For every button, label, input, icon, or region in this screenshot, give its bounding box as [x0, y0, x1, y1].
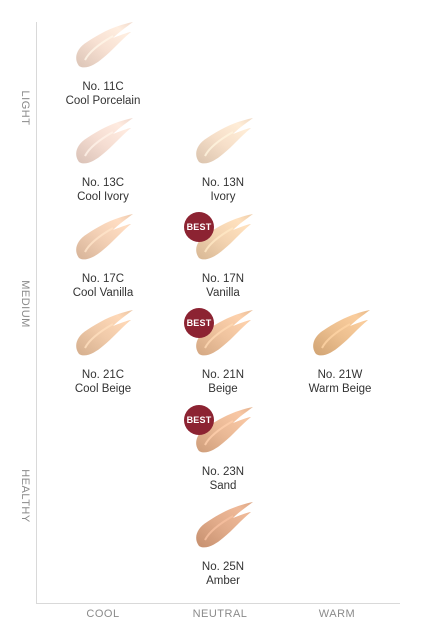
shade-code: No. 21N: [201, 369, 245, 381]
column-label-neutral: NEUTRAL: [192, 608, 248, 620]
shade-code: No. 23N: [201, 466, 245, 478]
swatch-smear-icon: [76, 310, 133, 356]
column-label-warm: WARM: [318, 608, 356, 620]
swatch-smear-icon: [76, 214, 133, 260]
shade-name: Beige: [208, 383, 238, 395]
shade-card[interactable]: No. 21C Cool Beige: [48, 308, 158, 408]
shade-name: Vanilla: [206, 287, 240, 299]
shade-code: No. 25N: [201, 561, 245, 573]
swatch-smear-shape: [196, 502, 253, 548]
shade-code: No. 17N: [201, 273, 245, 285]
swatch-smear-icon: [76, 118, 133, 164]
shade-card[interactable]: No. 25N Amber: [168, 500, 278, 600]
swatch-smear-icon: [196, 502, 253, 548]
shade-card[interactable]: BEST No. 21N Beige: [168, 308, 278, 408]
shade-card[interactable]: BEST No. 23N Sand: [168, 405, 278, 505]
best-badge: BEST: [184, 212, 214, 242]
swatch-highlight: [84, 35, 114, 61]
swatch-smear-icon: [313, 310, 370, 356]
row-label-light: LIGHT: [19, 90, 31, 126]
swatch-highlight: [84, 131, 114, 157]
swatch-smear-icon: [76, 22, 133, 68]
column-label-cool: COOL: [86, 608, 120, 620]
best-badge: BEST: [184, 308, 214, 338]
swatch-highlight: [84, 227, 114, 253]
swatch-highlight: [204, 323, 234, 349]
swatch-smear-shape: [76, 22, 133, 68]
shade-name: Warm Beige: [308, 383, 372, 395]
swatch-smear-icon: [196, 118, 253, 164]
shade-name: Amber: [206, 575, 240, 587]
swatch-highlight: [204, 227, 234, 253]
swatch-smear-icon: [196, 214, 253, 260]
swatch-highlight: [204, 420, 234, 446]
swatch-highlight: [84, 323, 114, 349]
shade-card[interactable]: No. 13C Cool Ivory: [48, 116, 158, 216]
swatch-smear-shape: [313, 310, 370, 356]
swatch-smear-icon: [196, 407, 253, 453]
vertical-axis: [36, 22, 37, 604]
shade-code: No. 13C: [81, 177, 125, 189]
row-label-healthy: HEALTHY: [19, 469, 31, 523]
swatch-smear-shape: [76, 214, 133, 260]
shade-card[interactable]: No. 17C Cool Vanilla: [48, 212, 158, 312]
shade-code: No. 21C: [81, 369, 125, 381]
horizontal-axis: [36, 603, 400, 604]
shade-code: No. 13N: [201, 177, 245, 189]
shade-card[interactable]: No. 11C Cool Porcelain: [48, 20, 158, 120]
shade-name: Cool Porcelain: [65, 95, 141, 107]
shade-code: No. 11C: [82, 81, 124, 93]
swatch-highlight: [204, 515, 234, 541]
swatch-highlight: [204, 131, 234, 157]
shade-card[interactable]: No. 13N Ivory: [168, 116, 278, 216]
best-badge: BEST: [184, 405, 214, 435]
shade-code: No. 17C: [81, 273, 125, 285]
swatch-highlight: [321, 323, 351, 349]
swatch-smear-shape: [76, 118, 133, 164]
swatch-smear-icon: [196, 310, 253, 356]
shade-name: Cool Ivory: [77, 191, 129, 203]
shade-name: Sand: [209, 480, 237, 492]
swatch-smear-shape: [196, 118, 253, 164]
shade-name: Cool Beige: [74, 383, 132, 395]
shade-name: Cool Vanilla: [72, 287, 134, 299]
shade-name: Ivory: [210, 191, 236, 203]
swatch-smear-shape: [76, 310, 133, 356]
swatch-smear-shape: [196, 214, 253, 260]
row-label-medium: MEDIUM: [19, 280, 31, 328]
shade-card[interactable]: BEST No. 17N Vanilla: [168, 212, 278, 312]
swatch-smear-shape: [196, 407, 253, 453]
shade-code: No. 21W: [317, 369, 363, 381]
shade-card[interactable]: No. 21W Warm Beige: [285, 308, 395, 408]
swatch-smear-shape: [196, 310, 253, 356]
